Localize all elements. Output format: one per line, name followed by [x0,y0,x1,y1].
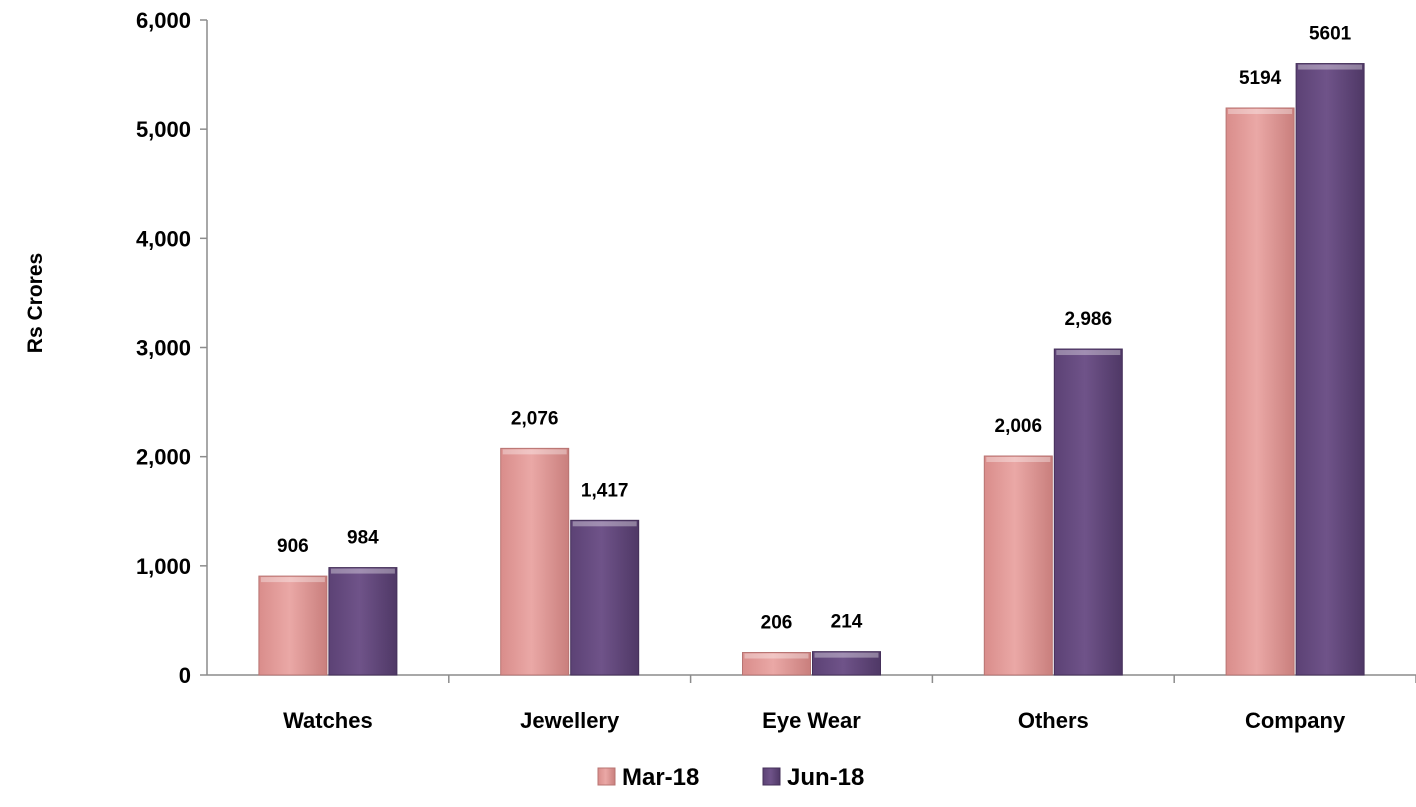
bar-jun-18-company [1295,63,1365,676]
bar-jun-18-jewellery [570,519,640,676]
bar-highlight [572,521,637,527]
data-label: 206 [761,613,793,634]
bar-highlight [1228,108,1293,114]
data-label: 906 [277,536,309,557]
legend: Mar-18 Jun-18 [597,764,864,791]
bar-mar-18-others [983,455,1053,676]
bar-mar-18-eye-wear [742,652,811,676]
y-axis: 0 1,000 2,000 3,000 4,000 5,000 6,000 [136,8,208,688]
bar-highlight [814,652,879,658]
x-tick-label: Company [1245,708,1346,733]
bars-group: 906 984 2,076 1,417 206 214 2,006 2,986 5194 5601 [258,24,1365,676]
y-tick-label: 6,000 [136,8,191,33]
x-tick-label: Watches [283,708,373,733]
bar-highlight [502,449,567,455]
data-label: 2,986 [1065,309,1113,330]
y-axis-title: Rs Crores [24,253,47,353]
y-tick-label: 1,000 [136,554,191,579]
bar-highlight [330,568,395,574]
bar-highlight [744,653,809,659]
bar-jun-18-others [1053,348,1123,676]
legend-label-mar-18: Mar-18 [622,764,699,791]
data-label: 5601 [1309,24,1352,45]
bar-highlight [1056,350,1121,356]
data-label: 2,006 [995,416,1043,437]
y-tick-label: 0 [179,663,191,688]
data-label: 984 [347,528,379,549]
bar-mar-18-watches [258,575,328,676]
y-tick-label: 3,000 [136,336,191,361]
bar-mar-18-company [1225,107,1295,676]
bar-highlight [260,577,325,583]
bar-jun-18-eye-wear [812,651,881,676]
legend-label-jun-18: Jun-18 [787,764,864,791]
bar-highlight [1298,64,1363,70]
bar-jun-18-watches [328,567,398,676]
data-label: 1,417 [581,480,629,501]
legend-swatch-mar-18 [597,767,616,786]
data-label: 214 [831,612,863,633]
bar-mar-18-jewellery [500,447,570,676]
x-axis: Watches Jewellery Eye Wear Others Company [207,674,1416,733]
y-tick-label: 4,000 [136,226,191,251]
data-label: 5194 [1239,68,1282,89]
legend-swatch-jun-18 [762,767,781,786]
bar-highlight [986,457,1051,463]
data-label: 2,076 [511,408,559,429]
x-tick-label: Eye Wear [762,708,861,733]
x-tick-label: Others [1018,708,1089,733]
y-tick-label: 5,000 [136,117,191,142]
x-tick-label: Jewellery [520,708,620,733]
y-tick-label: 2,000 [136,445,191,470]
